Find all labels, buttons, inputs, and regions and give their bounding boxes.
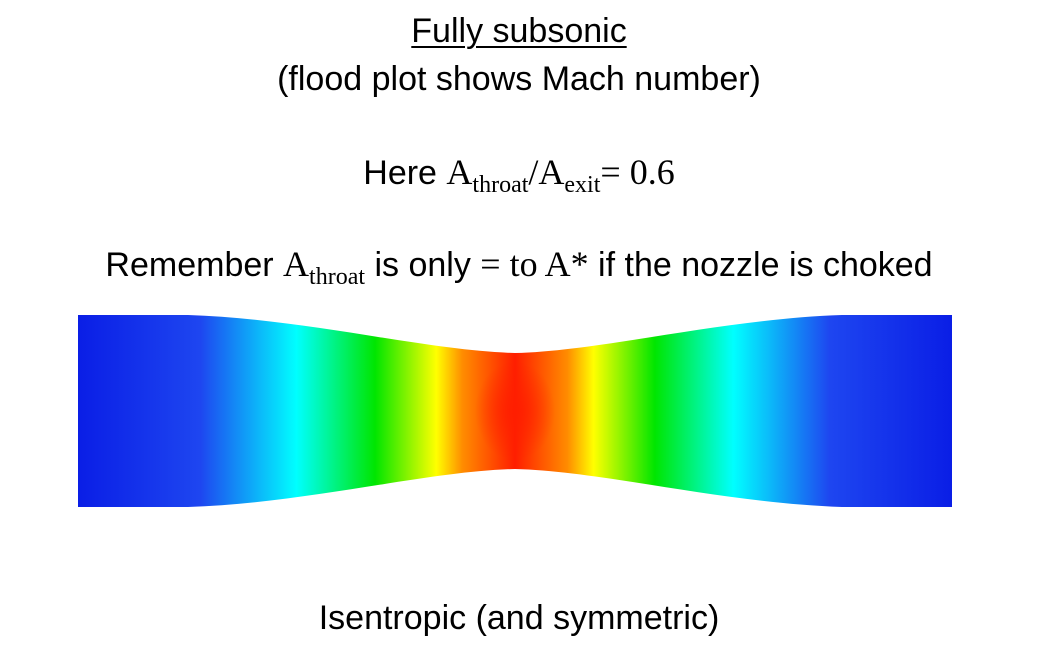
- nozzle-mach-flood-plot: [78, 315, 952, 507]
- remember-note: Remember Athroat is only = to A* if the …: [105, 244, 933, 290]
- area-ratio-statement: Here Athroat/Aexit= 0.6: [363, 152, 675, 198]
- subtitle: (flood plot shows Mach number): [277, 60, 761, 98]
- footer-caption: Isentropic (and symmetric): [318, 599, 720, 637]
- throat-high-mach-region: [475, 361, 555, 461]
- page-title: Fully subsonic: [411, 12, 627, 50]
